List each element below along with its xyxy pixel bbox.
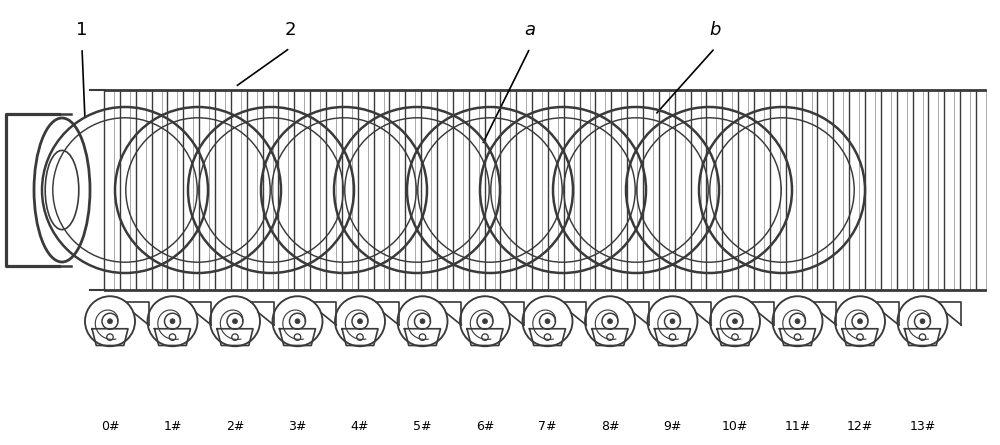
Circle shape xyxy=(420,319,425,324)
Text: b: b xyxy=(709,21,721,39)
Circle shape xyxy=(858,319,862,324)
Text: 8#: 8# xyxy=(601,421,619,433)
Circle shape xyxy=(232,319,238,324)
Text: 0#: 0# xyxy=(101,421,119,433)
Text: 1#: 1# xyxy=(163,421,182,433)
Circle shape xyxy=(795,319,800,324)
Circle shape xyxy=(482,319,487,324)
Text: 6#: 6# xyxy=(476,421,494,433)
Text: 5#: 5# xyxy=(413,421,432,433)
Circle shape xyxy=(608,319,612,324)
Circle shape xyxy=(920,319,925,324)
Circle shape xyxy=(170,319,175,324)
Circle shape xyxy=(295,319,300,324)
Text: 7#: 7# xyxy=(538,421,557,433)
Text: 10#: 10# xyxy=(722,421,748,433)
Text: 13#: 13# xyxy=(909,421,936,433)
Circle shape xyxy=(358,319,362,324)
Text: 4#: 4# xyxy=(351,421,369,433)
Text: 2#: 2# xyxy=(226,421,244,433)
Text: 11#: 11# xyxy=(784,421,811,433)
Text: 1: 1 xyxy=(76,21,88,39)
Text: a: a xyxy=(524,21,536,39)
Text: 12#: 12# xyxy=(847,421,873,433)
Circle shape xyxy=(670,319,675,324)
Circle shape xyxy=(732,319,738,324)
Text: 9#: 9# xyxy=(663,421,682,433)
Text: 3#: 3# xyxy=(288,421,307,433)
Circle shape xyxy=(108,319,113,324)
Circle shape xyxy=(545,319,550,324)
Text: 2: 2 xyxy=(284,21,296,39)
